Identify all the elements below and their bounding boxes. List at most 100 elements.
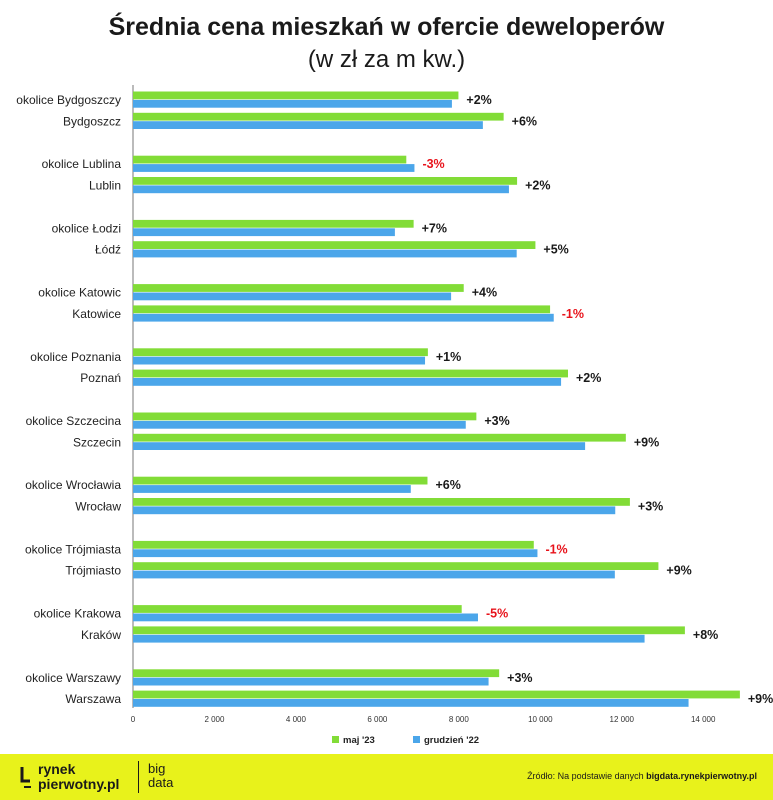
x-tick-label: 6 000 (367, 715, 388, 724)
bar-maj23 (133, 605, 462, 613)
category-label: okolice Katowic (38, 286, 121, 300)
x-tick-label: 4 000 (286, 715, 307, 724)
category-label: okolice Warszawy (25, 671, 121, 685)
bar-gru22 (133, 121, 483, 129)
logo2-line2: data (148, 775, 174, 790)
bar-maj23 (133, 433, 626, 442)
category-label: Poznań (80, 371, 121, 385)
change-label: +6% (512, 114, 537, 128)
bar-gru22 (133, 378, 562, 386)
bar-maj23 (133, 219, 414, 228)
bar-gru22 (133, 228, 395, 237)
logo2-line1: big (148, 761, 166, 776)
bar-gru22 (133, 292, 452, 301)
legend-label-maj23: maj '23 (343, 735, 375, 746)
bar-maj23 (133, 155, 407, 164)
logo-line2: pierwotny.pl (38, 776, 120, 792)
chart-subtitle: (w zł za m kw.) (307, 46, 466, 73)
bar-gru22 (133, 185, 509, 194)
bar-maj23 (133, 476, 428, 485)
change-label: +5% (543, 243, 568, 257)
category-label: okolice Poznania (30, 350, 121, 364)
bar-gru22 (133, 164, 415, 172)
bar-maj23 (133, 540, 534, 549)
change-label: -3% (422, 157, 444, 171)
change-label: +6% (435, 478, 460, 492)
legend-swatch-maj23 (332, 736, 339, 743)
bar-maj23 (133, 284, 464, 292)
category-label: okolice Krakowa (34, 607, 122, 621)
logo-divider (138, 761, 139, 793)
change-label: +7% (422, 221, 447, 235)
bar-gru22 (133, 442, 586, 450)
category-label: Katowice (72, 307, 121, 321)
category-label: Lublin (89, 179, 121, 193)
category-label: Szczecin (73, 435, 121, 449)
bar-gru22 (133, 677, 489, 686)
bar-maj23 (133, 369, 568, 378)
bar-gru22 (133, 485, 411, 493)
change-label: +9% (634, 435, 659, 449)
change-label: +8% (693, 628, 718, 642)
category-label: Wrocław (75, 500, 121, 514)
bar-maj23 (133, 669, 500, 678)
category-label: Bydgoszcz (63, 114, 121, 128)
category-label: Kraków (81, 628, 121, 642)
x-tick-label: 8 000 (449, 715, 470, 724)
source-prefix: Źródło: Na podstawie danych (527, 771, 647, 781)
bar-gru22 (133, 570, 615, 579)
bar-maj23 (133, 305, 551, 314)
change-label: +9% (748, 692, 773, 706)
bar-gru22 (133, 249, 517, 258)
change-label: -1% (545, 542, 567, 556)
bar-maj23 (133, 91, 459, 100)
bar-gru22 (133, 356, 426, 365)
rynek-pierwotny-logo: rynek pierwotny.pl (20, 762, 119, 792)
bar-gru22 (133, 506, 616, 515)
source-note: Źródło: Na podstawie danych bigdata.ryne… (527, 771, 757, 781)
category-label: okolice Lublina (42, 157, 122, 171)
bar-gru22 (133, 699, 689, 707)
legend-label-gru22: grudzień '22 (424, 735, 479, 746)
category-label: okolice Łodzi (52, 221, 121, 235)
category-label: okolice Wrocławia (25, 478, 121, 492)
category-label: okolice Szczecina (26, 414, 122, 428)
change-label: +3% (507, 671, 532, 685)
bar-maj23 (133, 177, 518, 185)
legend-swatch-gru22 (413, 736, 420, 743)
bar-maj23 (133, 412, 477, 421)
change-label: +2% (576, 371, 601, 385)
logo-line1: rynek (38, 761, 76, 777)
change-label: +2% (466, 93, 491, 107)
bar-maj23 (133, 241, 536, 249)
bar-maj23 (133, 498, 630, 506)
chart-title: Średnia cena mieszkań w ofercie dewelope… (108, 13, 665, 41)
bar-chart: okolice Bydgoszczy +2% Bydgoszcz +6% okolice… (16, 85, 773, 746)
big-data-logo: big data (148, 762, 173, 790)
category-label: okolice Bydgoszczy (16, 93, 121, 107)
x-tick-label: 12 000 (610, 715, 635, 724)
change-label: -1% (562, 307, 584, 321)
change-label: +1% (436, 350, 461, 364)
bar-gru22 (133, 634, 645, 643)
change-label: +3% (638, 500, 663, 514)
x-tick-label: 2 000 (204, 715, 225, 724)
change-label: +3% (484, 414, 509, 428)
footer: rynek pierwotny.pl big data Źródło: Na p… (0, 754, 773, 800)
source-link: bigdata.rynekpierwotny.pl (646, 771, 757, 781)
change-label: +2% (525, 179, 550, 193)
bar-gru22 (133, 420, 466, 429)
category-label: Łódź (95, 243, 121, 257)
category-label: okolice Trójmiasta (25, 542, 121, 556)
x-tick-label: 10 000 (528, 715, 553, 724)
change-label: +4% (472, 286, 497, 300)
bar-gru22 (133, 549, 538, 558)
bar-maj23 (133, 348, 428, 357)
x-tick-label: 14 000 (691, 715, 716, 724)
bar-gru22 (133, 99, 452, 108)
x-tick-label: 0 (131, 715, 136, 724)
category-label: Warszawa (65, 692, 121, 706)
change-label: +9% (666, 564, 691, 578)
bar-maj23 (133, 690, 740, 699)
change-label: -5% (486, 607, 508, 621)
